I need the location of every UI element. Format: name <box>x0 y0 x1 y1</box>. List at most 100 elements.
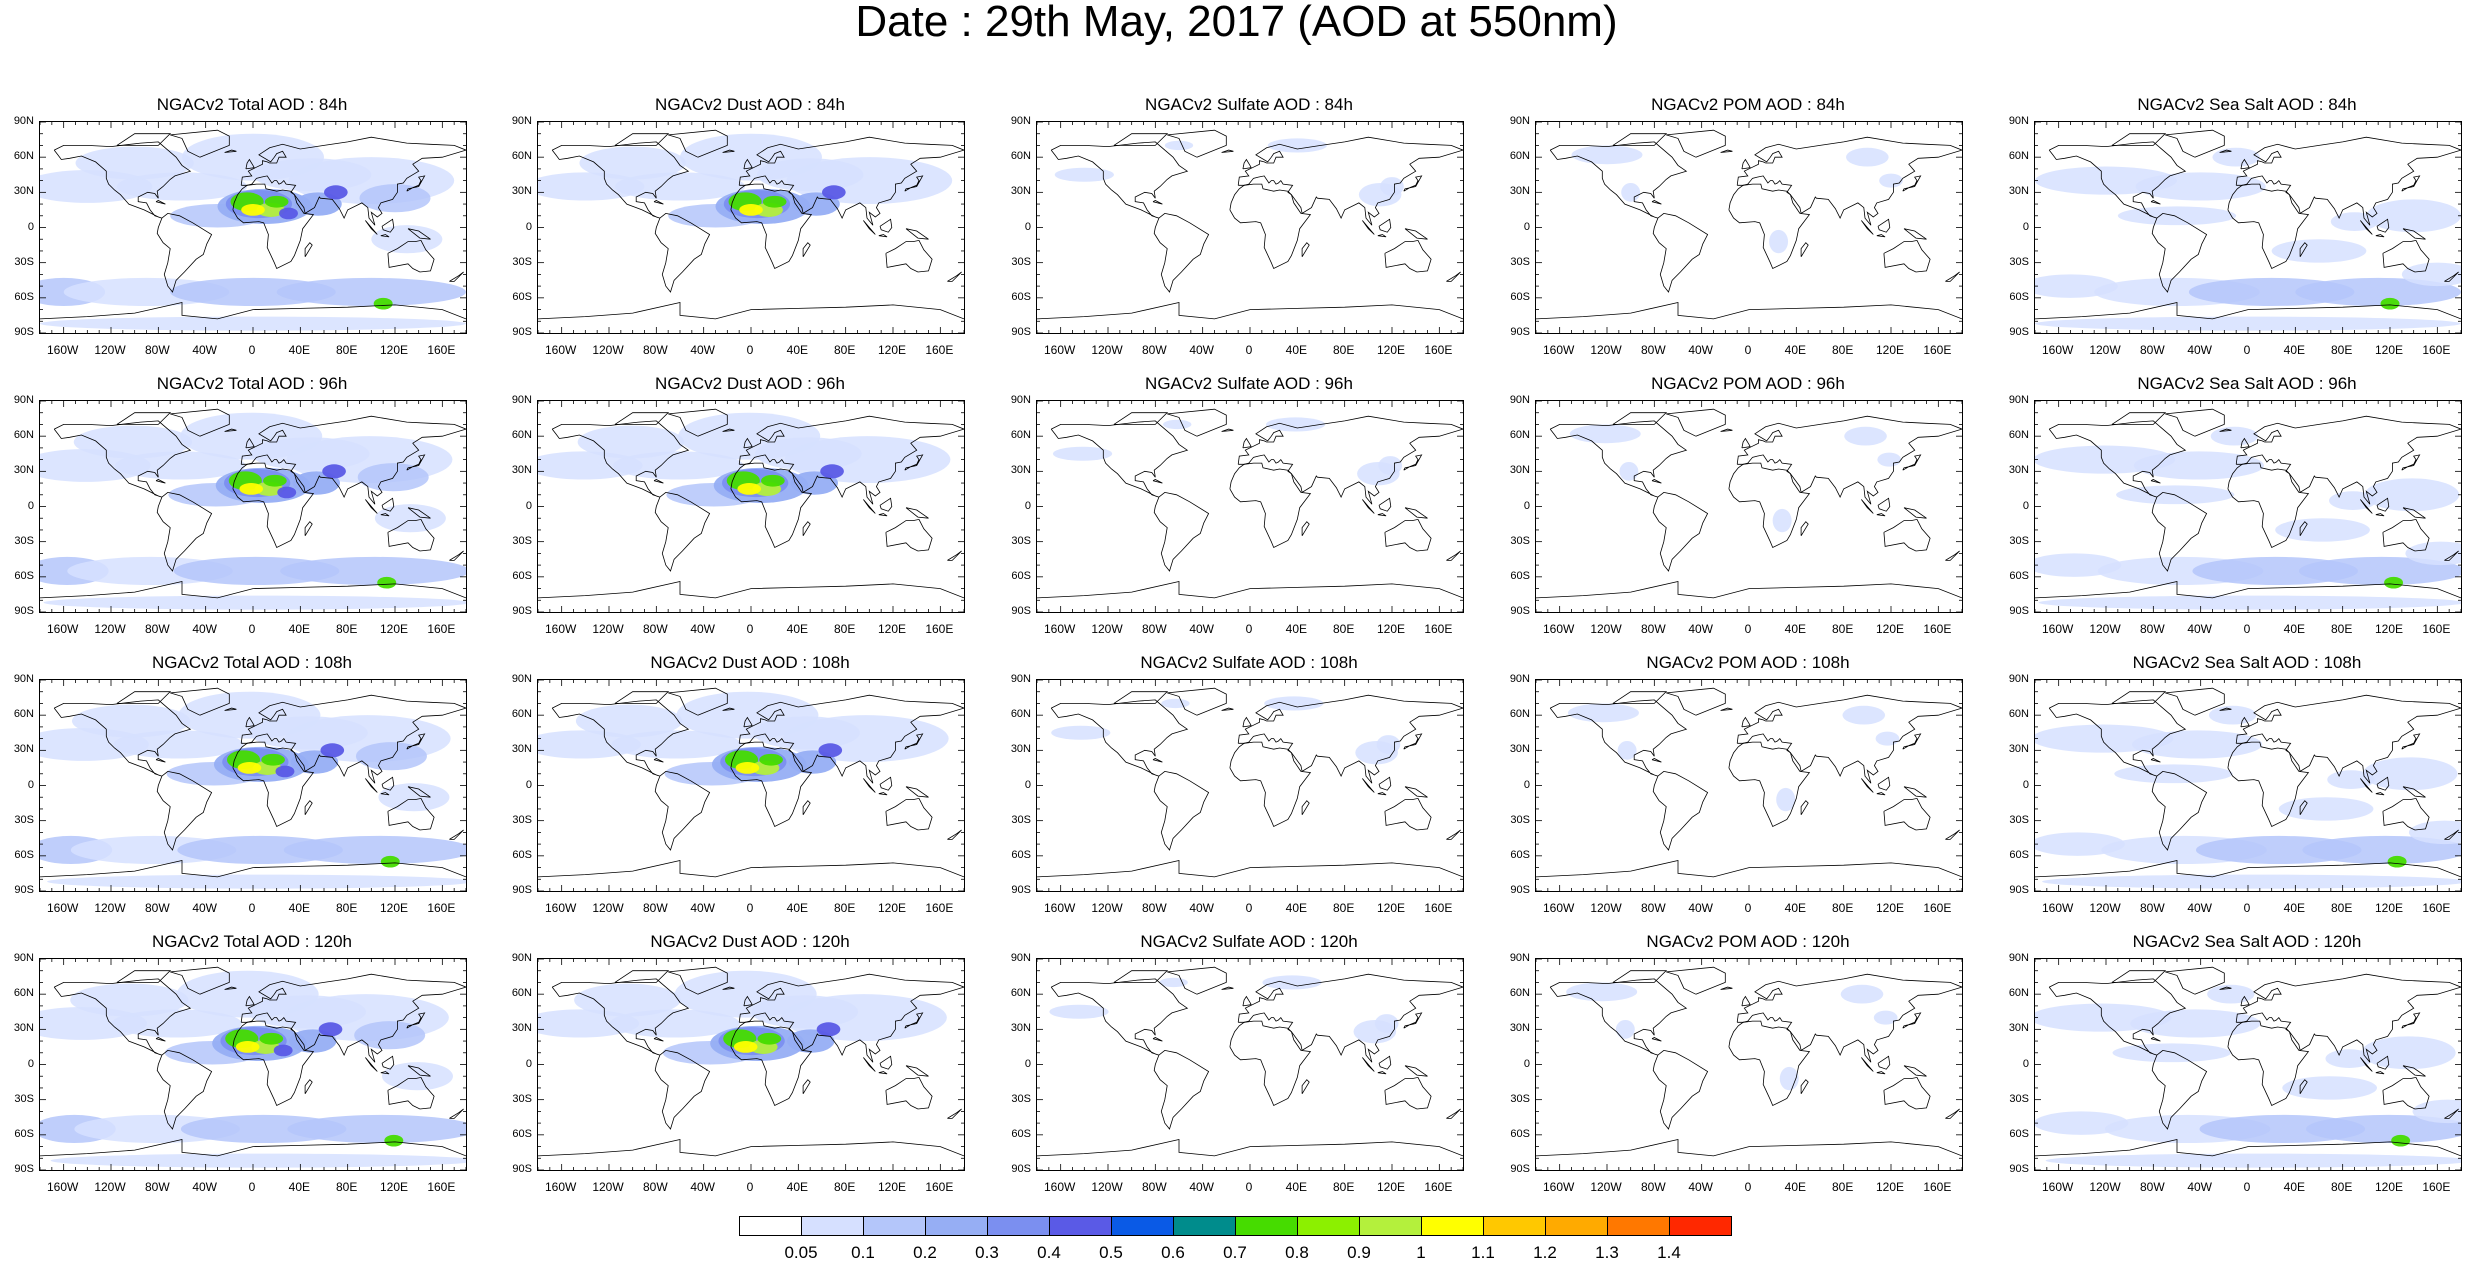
lat-tick-label: 30N <box>1509 1022 1530 1035</box>
coastline <box>1229 462 1312 549</box>
lat-tick-label: 90S <box>1011 884 1031 896</box>
lat-tick-label: 90S <box>2009 605 2029 617</box>
lat-tick-label: 60S <box>512 290 532 303</box>
lon-tick-label: 40E <box>1285 343 1307 357</box>
lon-tick-label: 40W <box>1189 622 1214 636</box>
lon-tick-label: 40W <box>2187 1180 2212 1194</box>
coastline <box>668 129 728 158</box>
coastline <box>156 212 213 293</box>
coastline <box>653 758 664 763</box>
aod-field-patch <box>1842 705 1886 725</box>
coastline <box>245 437 255 449</box>
aod-field-patch <box>235 1041 260 1053</box>
aod-field-patch <box>251 437 370 471</box>
lon-tick-label: 160W <box>46 622 79 636</box>
lon-tick-label: 120W <box>1091 1180 1123 1194</box>
coastline <box>738 136 964 226</box>
lon-tick-label: 40W <box>690 622 715 636</box>
lat-tick-label: 0 <box>525 499 532 512</box>
coastline <box>879 1055 893 1070</box>
coastline <box>1549 978 1688 1056</box>
aod-field-patch <box>1879 173 1903 188</box>
coastline <box>1800 242 1809 258</box>
coastline <box>1736 415 1962 505</box>
lat-tick-label: 90S <box>14 605 34 617</box>
lat-tick-label: 90N <box>1010 394 1031 406</box>
aod-field-patch <box>116 172 248 201</box>
coastline <box>738 694 964 784</box>
lon-tick-label: 120E <box>1376 343 1406 357</box>
lat-tick-label: 30N <box>13 464 34 477</box>
coastline <box>1666 687 1726 716</box>
lon-tick-label: 120W <box>1590 343 1622 357</box>
aod-field-patch <box>2117 206 2237 226</box>
coastline <box>2151 770 2208 851</box>
coastline <box>1728 462 1811 549</box>
colorbar-label: 0.05 <box>784 1243 818 1262</box>
coastline <box>1549 420 1688 498</box>
aod-field-patch <box>2361 1036 2456 1070</box>
coastline <box>1237 973 1463 1063</box>
coastline <box>116 691 172 704</box>
lat-tick-label: 30N <box>13 743 34 756</box>
lat-tick-label: 60N <box>1010 429 1031 442</box>
colorbar-swatch <box>1421 1216 1484 1236</box>
lon-tick-label: 80E <box>2330 901 2353 915</box>
coastline <box>947 829 962 840</box>
lat-tick-label: 30N <box>1509 743 1530 756</box>
lat-tick-label: 60N <box>1010 150 1031 163</box>
aod-field-patch <box>252 158 372 192</box>
aod-field-patch <box>761 474 785 487</box>
lat-tick-label: 90S <box>512 605 532 617</box>
lon-tick-label: 160E <box>925 343 954 357</box>
lon-tick-label: 40E <box>288 901 310 915</box>
lon-tick-label: 40W <box>192 901 217 915</box>
colorbar-swatch <box>1111 1216 1174 1236</box>
coastline <box>1883 1076 1931 1110</box>
lon-tick-label: 80W <box>1141 901 1167 915</box>
lat-tick-label: 60N <box>511 150 532 163</box>
coastline <box>170 129 230 158</box>
colorbar-label: 0.6 <box>1161 1243 1185 1262</box>
aod-field-patch <box>2302 835 2461 865</box>
lat-tick-label: 90N <box>2008 115 2029 127</box>
lon-tick-label: 80W <box>2139 901 2165 915</box>
coastline <box>116 412 172 425</box>
aod-field-patch <box>757 1032 782 1045</box>
coastline <box>722 149 735 153</box>
aod-field-patch <box>1875 731 1900 746</box>
coastline <box>2299 521 2308 537</box>
lat-tick-label: 0 <box>27 1057 34 1070</box>
lon-tick-label: 160E <box>925 1180 954 1194</box>
aod-field-patch <box>538 172 645 201</box>
aod-field-patch <box>1776 787 1796 812</box>
lon-tick-label: 40E <box>2283 1180 2305 1194</box>
lon-tick-label: 120W <box>1091 901 1123 915</box>
aod-field-patch <box>2380 297 2400 310</box>
aod-field-patch <box>2275 518 2370 542</box>
lat-tick-label: 90S <box>14 1163 34 1175</box>
lon-tick-label: 160W <box>544 901 577 915</box>
lat-tick-label: 90N <box>1010 673 1031 685</box>
colorbar-swatch <box>1483 1216 1546 1236</box>
aod-field-patch <box>241 204 265 216</box>
coastline <box>878 513 888 517</box>
coastline <box>1612 412 1668 425</box>
aod-field-patch <box>2271 239 2367 263</box>
coastline <box>1612 970 1668 983</box>
lat-tick-label: 90S <box>512 1163 532 1175</box>
lat-tick-label: 0 <box>1523 499 1530 512</box>
aod-field-patch <box>378 783 450 812</box>
aod-field-patch <box>1052 446 1113 461</box>
page-title: Date : 29th May, 2017 (AOD at 550nm) <box>855 0 1618 46</box>
aod-field-patch <box>1619 461 1639 481</box>
aod-field-patch <box>1051 725 1111 740</box>
coastline <box>1362 1057 1375 1072</box>
aod-field-patch <box>2391 1134 2411 1147</box>
coastline <box>2150 1037 2161 1042</box>
lon-tick-label: 80E <box>2330 622 2353 636</box>
coastline <box>538 1139 964 1157</box>
coastline <box>1050 978 1189 1056</box>
lon-tick-label: 80E <box>1332 901 1355 915</box>
colorbar-swatch <box>1359 1216 1422 1236</box>
